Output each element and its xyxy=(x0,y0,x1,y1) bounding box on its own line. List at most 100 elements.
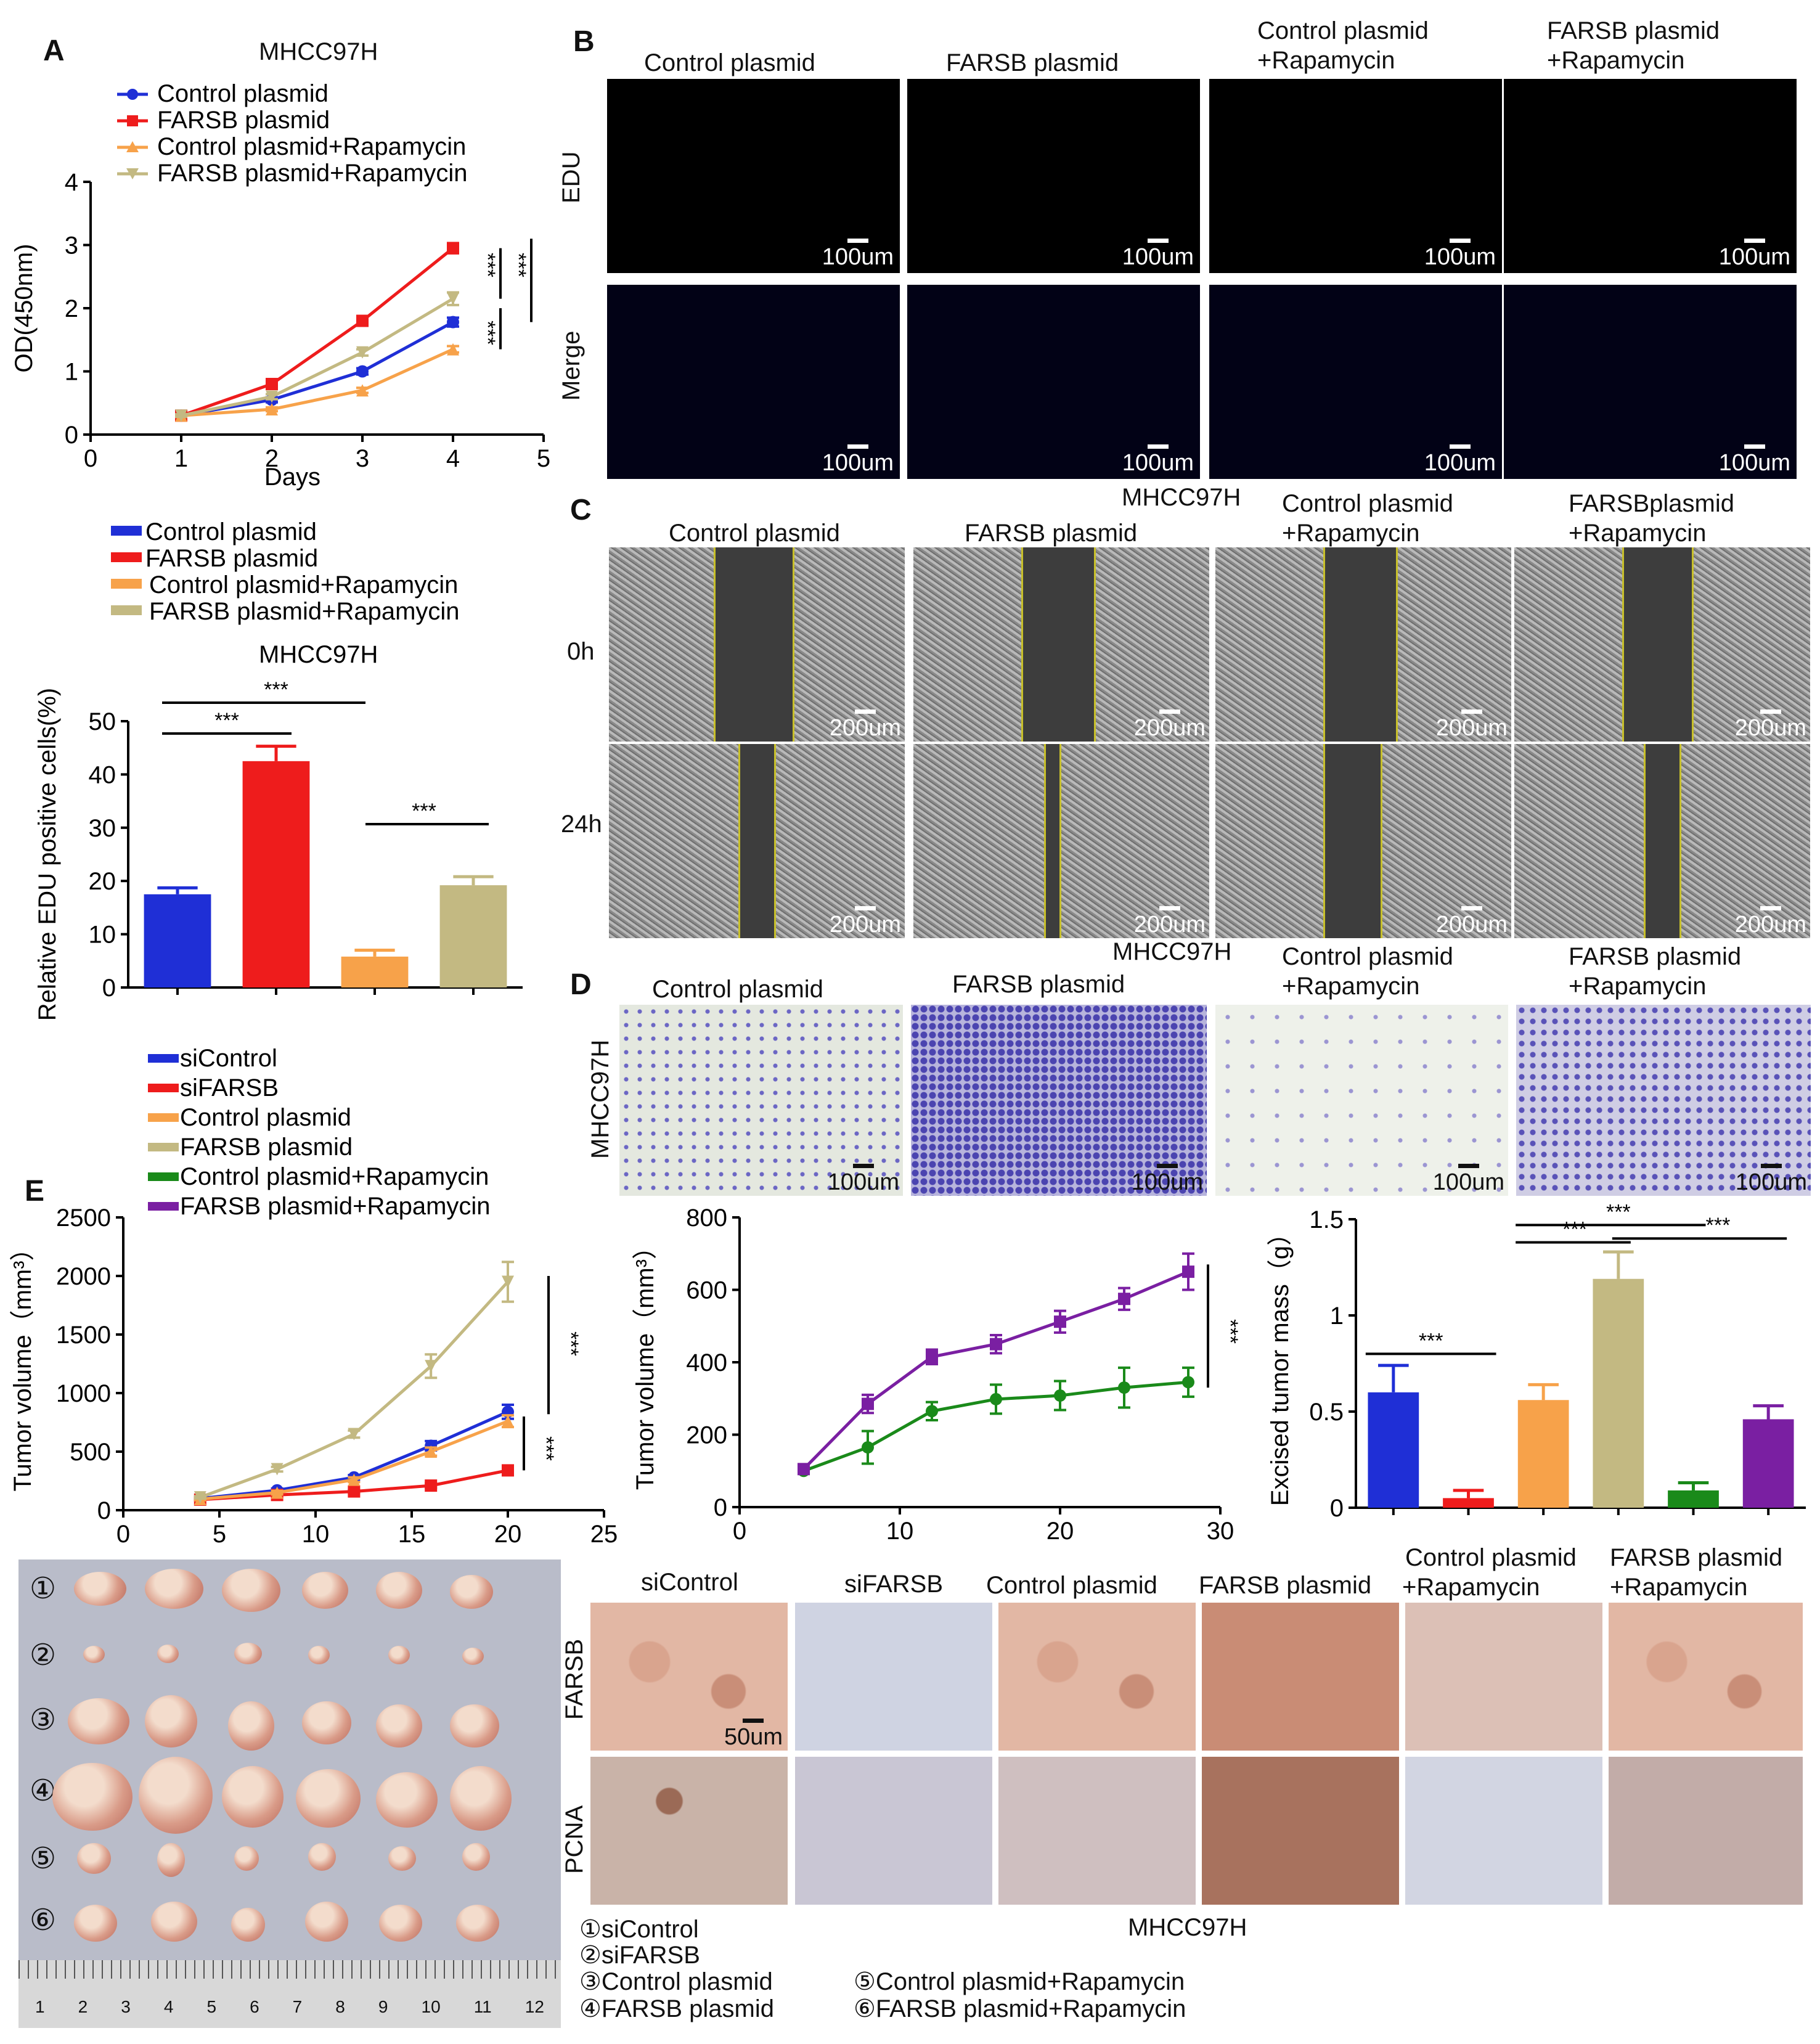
ihc-pcna-sicontrol xyxy=(590,1757,788,1905)
cck8-ytick-label: 1 xyxy=(65,359,78,386)
tv1-xtick-label: 20 xyxy=(494,1521,522,1548)
tv1-xtick-label: 25 xyxy=(590,1521,618,1548)
cck8-point-2-1 xyxy=(266,403,278,415)
tv2-point-0-1 xyxy=(862,1441,874,1454)
b-row-label-merge: Merge xyxy=(558,330,585,401)
tumor-legend-3: ③Control plasmid xyxy=(579,1968,773,1995)
d-row-label: MHCC97H xyxy=(587,1039,614,1159)
tumor-legend: siControl siFARSB Control plasmid FARSB … xyxy=(148,1045,491,1220)
transwell-control-rapa: 100um xyxy=(1215,1005,1508,1196)
ihc-farsb-sicontrol: 50um xyxy=(590,1603,788,1751)
tv2-point-1-6 xyxy=(1182,1265,1194,1278)
cck8-point-1-1 xyxy=(266,378,278,390)
panel-letter-e: E xyxy=(25,1175,45,1208)
cck8-ylabel: OD(450nm) xyxy=(10,244,38,373)
wound-24h-farsb: 200um xyxy=(913,744,1209,938)
tumor-legend-5: ⑤Control plasmid+Rapamycin xyxy=(854,1968,1185,1995)
cck8-sig-2-label: *** xyxy=(507,253,530,277)
legend-e-4: Control plasmid+Rapamycin xyxy=(180,1163,489,1190)
b-col-title-1: FARSB plasmid xyxy=(946,49,1119,76)
edu-bar-3 xyxy=(439,885,507,987)
edu-legend-0: Control plasmid xyxy=(145,518,317,546)
transwell-farsb: 100um xyxy=(911,1005,1207,1196)
tv1-ytick-label: 2000 xyxy=(56,1263,111,1290)
edu-image-control-rapa: 100um xyxy=(1209,79,1502,273)
cck8-ytick-label: 4 xyxy=(65,169,78,196)
edu-ytick-label: 40 xyxy=(89,761,116,788)
cck8-point-2-3 xyxy=(447,343,459,356)
b-row-label-edu: EDU xyxy=(558,151,585,203)
merge-image-control: 100um xyxy=(607,285,900,479)
mass-ylabel: Excised tumor mass（g） xyxy=(1267,1221,1294,1506)
mass-sig-2-label: *** xyxy=(1562,1217,1587,1241)
tumor-legend-2: ②siFARSB xyxy=(579,1942,700,1969)
tumor-row-6: ⑥ xyxy=(30,1904,57,1937)
mass-ytick-label: 1.5 xyxy=(1309,1206,1344,1233)
legend-e-1: siFARSB xyxy=(180,1074,279,1102)
edu-legend-3: FARSB plasmid+Rapamycin xyxy=(149,598,460,625)
tv2-point-0-2 xyxy=(926,1405,938,1418)
b-col-title-3: FARSB plasmid xyxy=(1547,17,1720,44)
cck8-sig-1-label: *** xyxy=(476,253,499,277)
ihc-farsb-farsb xyxy=(1202,1603,1399,1751)
cck8-point-1-2 xyxy=(356,314,369,327)
cck8-point-2-2 xyxy=(356,384,369,397)
b-col-title-0: Control plasmid xyxy=(644,49,815,76)
edu-sig-2-label: *** xyxy=(264,678,288,701)
tv2-ylabel: Tumor volume（mm³） xyxy=(632,1235,659,1490)
edu-sig-1-label: *** xyxy=(214,709,239,732)
cck8-point-3-2 xyxy=(356,346,369,359)
tv1-series-line-3 xyxy=(199,1280,509,1499)
tv2-point-0-4 xyxy=(1054,1389,1066,1402)
legend-e-5: FARSB plasmid+Rapamycin xyxy=(180,1193,491,1220)
mass-ytick-label: 0.5 xyxy=(1309,1399,1344,1426)
ihc-col-title-0: siControl xyxy=(641,1569,738,1596)
c-col-title-0: Control plasmid xyxy=(669,520,840,547)
mass-bar-4 xyxy=(1668,1490,1719,1508)
tv1-ytick-label: 1000 xyxy=(56,1380,111,1407)
tumor-row-2: ② xyxy=(30,1639,57,1672)
tv1-xtick-label: 10 xyxy=(302,1521,330,1548)
tv1-point-3-4 xyxy=(502,1275,514,1288)
merge-image-farsb: 100um xyxy=(907,285,1200,479)
transwell-control: 100um xyxy=(619,1005,903,1196)
ruler: 1 2 3 4 5 6 7 8 9 10 11 12 xyxy=(18,1960,561,2028)
cck8-xtick-label: 4 xyxy=(446,445,460,472)
ihc-cell-line: MHCC97H xyxy=(1128,1914,1247,1941)
tv1-point-3-1 xyxy=(271,1463,284,1476)
tumor-legend-6: ⑥FARSB plasmid+Rapamycin xyxy=(854,1995,1186,2022)
tv2-series-line-1 xyxy=(802,1270,1189,1471)
tv2-xtick-label: 30 xyxy=(1207,1518,1234,1545)
tv2-point-1-0 xyxy=(798,1463,810,1476)
tv2-point-1-2 xyxy=(926,1351,938,1363)
cck8-xtick-label: 5 xyxy=(537,445,550,472)
c-cell-line: MHCC97H xyxy=(1122,484,1241,511)
cck8-xtick-label: 2 xyxy=(265,445,279,472)
cck8-chart: 0 1 2 3 4 5 0 1 2 3 4 Days OD(450nm) *** *** *** xyxy=(10,169,550,491)
cck8-legend-1: FARSB plasmid xyxy=(157,107,330,134)
d-col-title-2: Control plasmid xyxy=(1282,943,1453,970)
tv2-point-1-3 xyxy=(990,1338,1002,1351)
tv2-xtick-label: 20 xyxy=(1047,1518,1074,1545)
d-col-title-3: FARSB plasmid xyxy=(1569,943,1742,970)
tv2-ytick-label: 600 xyxy=(686,1277,727,1304)
tv1-ytick-label: 500 xyxy=(70,1439,111,1466)
tv1-point-1-4 xyxy=(502,1464,514,1477)
ihc-col-title-2: Control plasmid xyxy=(986,1572,1157,1599)
cck8-point-1-3 xyxy=(447,242,459,255)
ihc-farsb-control xyxy=(998,1603,1196,1751)
panel-letter-a: A xyxy=(43,35,65,67)
tv1-point-3-3 xyxy=(425,1360,438,1373)
tumor-photo: ① ② ③ ④ ⑤ ⑥ 1 2 3 4 5 6 7 8 9 10 11 12 xyxy=(18,1560,561,2028)
legend-e-0: siControl xyxy=(180,1045,277,1072)
cck8-series-line-2 xyxy=(181,348,454,417)
ihc-farsb-control-rapa xyxy=(1405,1603,1602,1751)
tv1-point-1-2 xyxy=(348,1485,361,1498)
d-col-title-0: Control plasmid xyxy=(652,976,823,1003)
tv1-ylabel: Tumor volume（mm³） xyxy=(9,1236,36,1491)
tumor-legend-1: ①siControl xyxy=(579,1916,699,1943)
edu-ytick-label: 20 xyxy=(89,868,116,895)
mass-sig-4-label: *** xyxy=(1706,1214,1731,1237)
edu-ytick-label: 50 xyxy=(89,708,116,735)
